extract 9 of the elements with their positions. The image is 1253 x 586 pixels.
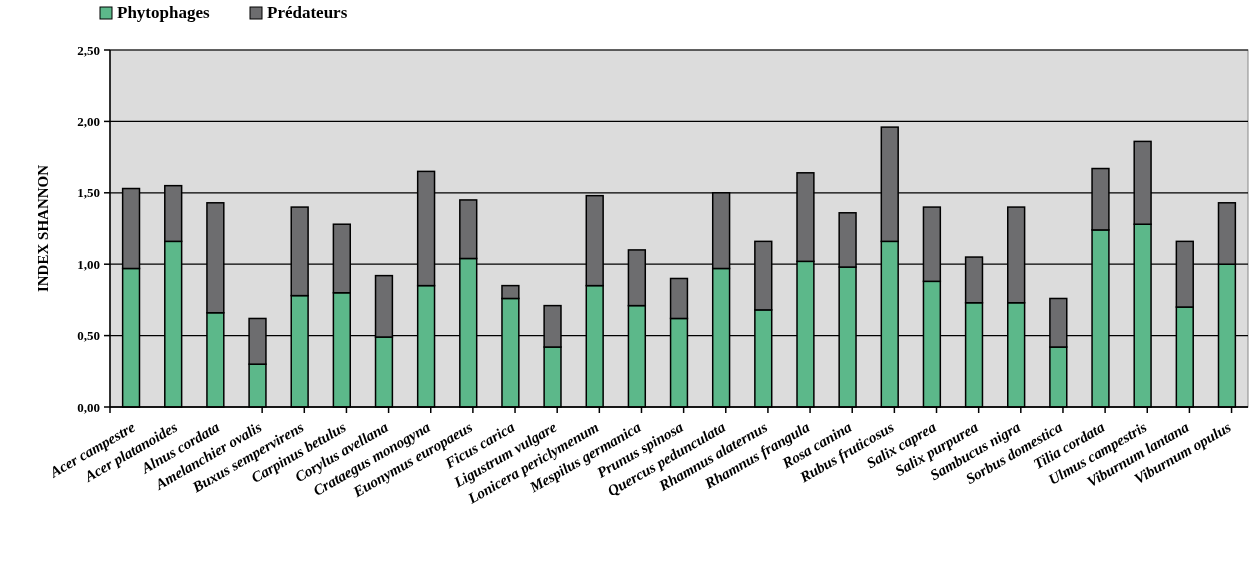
y-tick-label: 1,50	[77, 185, 100, 201]
y-tick-label: 0,50	[77, 328, 100, 344]
y-axis-title: INDEX SHANNON	[35, 164, 51, 293]
y-tick-label: 2,50	[77, 42, 100, 58]
y-tick-label: 0,00	[77, 399, 100, 415]
y-tick-label: 2,00	[77, 113, 100, 129]
legend-label: Phytophages	[117, 3, 210, 22]
y-tick-label: 1,00	[77, 256, 100, 272]
legend-label: Prédateurs	[267, 3, 348, 22]
